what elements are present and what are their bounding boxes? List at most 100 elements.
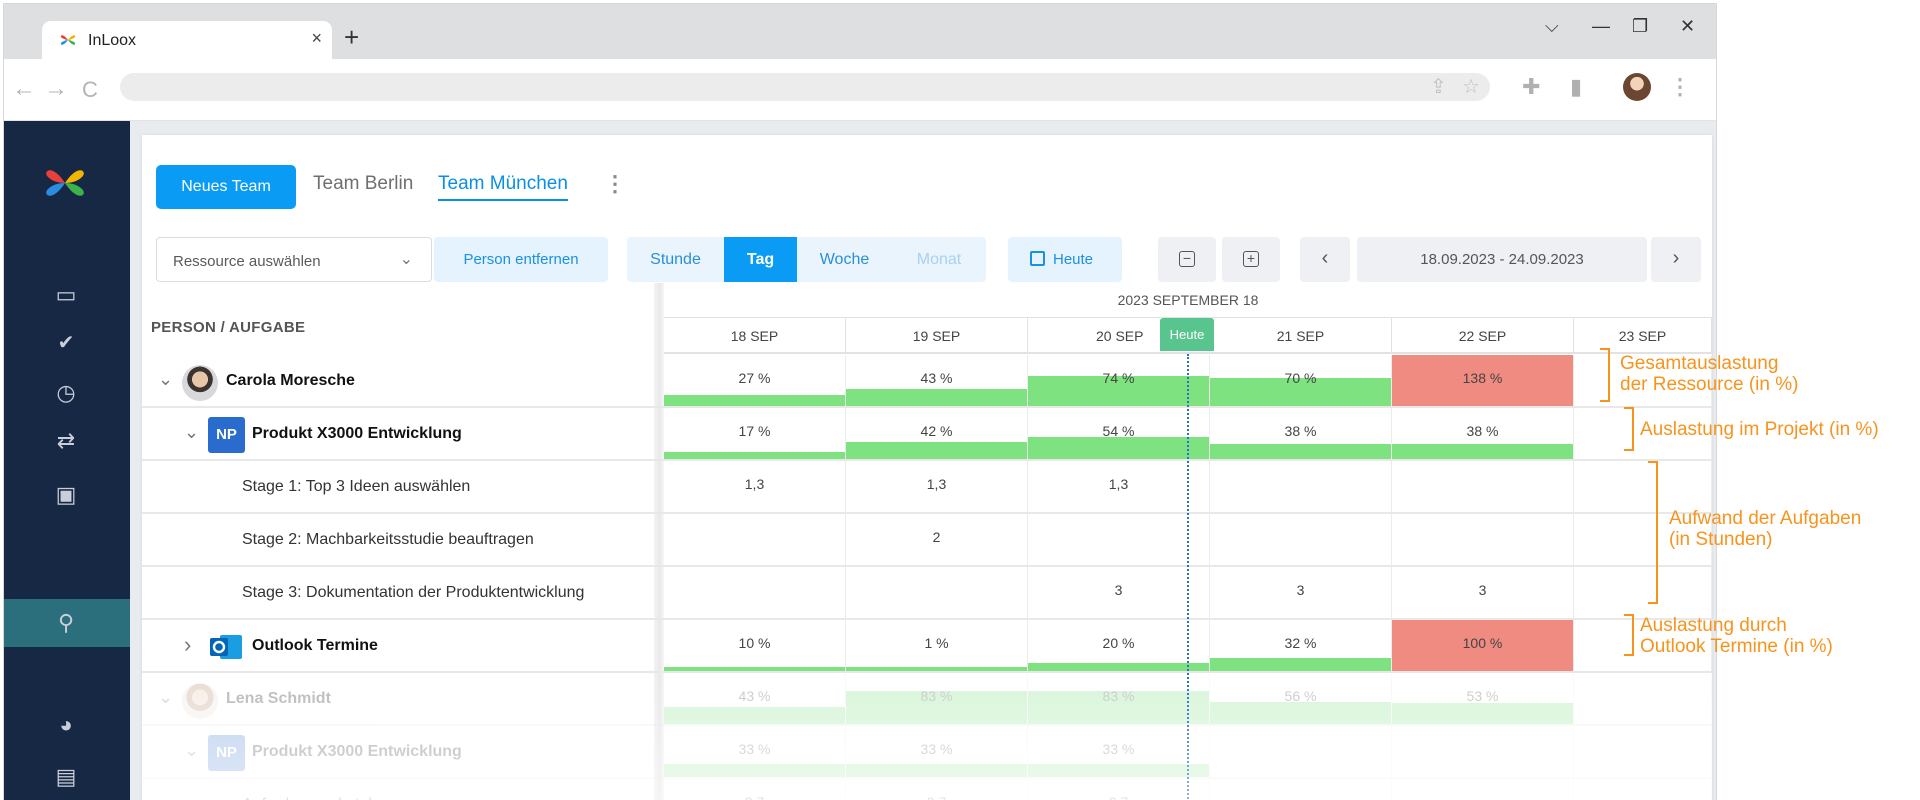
previous-week-button[interactable]: ‹ xyxy=(1300,237,1350,282)
timeline-cell[interactable] xyxy=(1210,461,1392,512)
chevron-down-icon[interactable]: ⌄ xyxy=(158,369,174,389)
restore-icon[interactable]: ❐ xyxy=(1632,16,1649,36)
profile-avatar[interactable] xyxy=(1623,73,1651,101)
row-project-produkt-x3000-lena[interactable]: ⌄ NP Produkt X3000 Entwicklung 33 % 33 % 33 % xyxy=(142,726,1712,779)
expand-all-button[interactable]: + xyxy=(1222,237,1280,282)
forward-icon[interactable]: → xyxy=(44,75,68,102)
timeline-cell[interactable] xyxy=(664,567,846,618)
timeline-cell[interactable]: 33 % xyxy=(664,726,846,777)
row-person-lena-schmidt[interactable]: ⌄ Lena Schmidt 43 % 83 % 83 % 56 % 53 % xyxy=(142,673,1712,726)
sidebar-item-resources[interactable]: ⚲ xyxy=(4,599,130,647)
timeline-cell[interactable] xyxy=(1574,567,1712,618)
timeline-cell[interactable]: 3 xyxy=(1392,567,1574,618)
timeline-cell[interactable]: 138 % xyxy=(1392,355,1574,406)
browser-tab[interactable]: InLoox × xyxy=(42,21,332,59)
timeline-cell[interactable]: 83 % xyxy=(846,673,1028,724)
pie-chart-icon[interactable]: ◕ xyxy=(59,712,73,737)
clock-icon[interactable]: ◷ xyxy=(56,380,76,405)
remove-person-button[interactable]: Person entfernen xyxy=(434,237,608,282)
address-bar[interactable]: ⇪ ☆ xyxy=(120,73,1490,101)
timeline-cell[interactable] xyxy=(1028,514,1210,565)
timeline-cell[interactable]: 38 % xyxy=(1392,408,1574,459)
timeline-cell[interactable] xyxy=(1574,514,1712,565)
timeline-cell[interactable] xyxy=(1574,408,1712,459)
timeline-cell[interactable]: 20 % xyxy=(1028,620,1210,671)
timeline-cell[interactable] xyxy=(1574,673,1712,724)
timeline-cell[interactable] xyxy=(1210,779,1392,800)
row-task-anforderungskatalog[interactable]: Anforderungskatalog2,72,72,7 xyxy=(142,779,1712,800)
timeline-cell[interactable]: 2,7 xyxy=(846,779,1028,800)
contact-card-icon[interactable]: ▣ xyxy=(55,482,77,507)
timeline-cell[interactable]: 1,3 xyxy=(846,461,1028,512)
timeline-cell[interactable]: 1,3 xyxy=(1028,461,1210,512)
scale-month-button[interactable]: Monat xyxy=(916,251,962,268)
timeline-cell[interactable] xyxy=(1574,355,1712,406)
collapse-all-button[interactable]: − xyxy=(1158,237,1216,282)
today-button[interactable]: Heute xyxy=(1008,237,1122,282)
timeline-cell[interactable]: 33 % xyxy=(1028,726,1210,777)
tab-search-icon[interactable]: ⌵ xyxy=(1545,16,1559,36)
timeline-cell[interactable]: 1 % xyxy=(846,620,1028,671)
close-window-icon[interactable]: ✕ xyxy=(1680,16,1696,36)
timeline-cell[interactable] xyxy=(664,514,846,565)
report-icon[interactable]: ▤ xyxy=(55,764,77,789)
timeline-cell[interactable]: 74 % xyxy=(1028,355,1210,406)
row-outlook-termine[interactable]: › Outlook Termine 10 % 1 % 20 % 32 % 100 % xyxy=(142,620,1712,673)
timeline-cell[interactable]: 54 % xyxy=(1028,408,1210,459)
timeline-cell[interactable] xyxy=(1392,461,1574,512)
timeline-cell[interactable]: 70 % xyxy=(1210,355,1392,406)
timeline-cell[interactable]: 3 xyxy=(1210,567,1392,618)
timeline-cell[interactable]: 43 % xyxy=(846,355,1028,406)
timeline-cell[interactable]: 2,7 xyxy=(1028,779,1210,800)
timeline-cell[interactable] xyxy=(1574,779,1712,800)
chrome-menu-icon[interactable]: ⋮ xyxy=(1669,74,1691,99)
timeline-cell[interactable]: 42 % xyxy=(846,408,1028,459)
timeline-cell[interactable]: 17 % xyxy=(664,408,846,459)
share-icon[interactable]: ⇪ xyxy=(1430,76,1447,98)
back-icon[interactable]: ← xyxy=(12,75,36,102)
minimize-icon[interactable]: — xyxy=(1592,16,1610,36)
tab-close-icon[interactable]: × xyxy=(311,28,322,48)
timeline-cell[interactable] xyxy=(1574,726,1712,777)
check-icon[interactable]: ✔ xyxy=(57,332,75,354)
new-tab-button[interactable]: + xyxy=(344,22,360,52)
timeline-cell[interactable]: 10 % xyxy=(664,620,846,671)
tab-team-muenchen[interactable]: Team München xyxy=(438,173,568,201)
extensions-icon[interactable]: ✚ xyxy=(1522,74,1541,99)
timeline-cell[interactable]: 38 % xyxy=(1210,408,1392,459)
timeline-cell[interactable]: 83 % xyxy=(1028,673,1210,724)
scale-hour-button[interactable]: Stunde xyxy=(650,251,701,268)
chevron-down-icon[interactable]: ⌄ xyxy=(158,687,174,707)
timeline-cell[interactable] xyxy=(846,567,1028,618)
row-task-stage-3[interactable]: Stage 3: Dokumentation der Produktentwic… xyxy=(142,567,1712,620)
timeline-cell[interactable] xyxy=(1210,514,1392,565)
timeline-cell[interactable]: 56 % xyxy=(1210,673,1392,724)
side-panel-icon[interactable]: ▮ xyxy=(1570,74,1583,99)
column-splitter[interactable] xyxy=(654,283,664,800)
row-task-stage-1[interactable]: Stage 1: Top 3 Ideen auswählen 1,3 1,3 1,3 xyxy=(142,461,1712,514)
timeline-cell[interactable]: 33 % xyxy=(846,726,1028,777)
timeline-cell[interactable]: 2 xyxy=(846,514,1028,565)
timeline-cell[interactable]: 53 % xyxy=(1392,673,1574,724)
timeline-cell[interactable]: 2,7 xyxy=(664,779,846,800)
timeline-cell[interactable]: 43 % xyxy=(664,673,846,724)
inloox-logo-icon[interactable] xyxy=(40,157,90,209)
tab-team-berlin[interactable]: Team Berlin xyxy=(313,173,414,194)
next-week-button[interactable]: › xyxy=(1651,237,1701,282)
timeline-cell[interactable] xyxy=(1210,726,1392,777)
row-person-carola-moresche[interactable]: ⌄ Carola Moresche 27 % 43 % 74 % 70 % 138 % xyxy=(142,355,1712,408)
row-project-produkt-x3000[interactable]: ⌄ NP Produkt X3000 Entwicklung 17 % 42 % 54 %… xyxy=(142,408,1712,461)
timeline-cell[interactable]: 27 % xyxy=(664,355,846,406)
team-menu-icon[interactable]: ⋮ xyxy=(604,171,626,196)
transfer-icon[interactable]: ⇄ xyxy=(56,428,76,453)
row-task-stage-2[interactable]: Stage 2: Machbarkeitsstudie beauftragen 2 xyxy=(142,514,1712,567)
timeline-cell[interactable]: 32 % xyxy=(1210,620,1392,671)
new-team-button[interactable]: Neues Team xyxy=(156,165,296,209)
scale-day-button[interactable]: Tag xyxy=(724,237,797,282)
timeline-cell[interactable] xyxy=(1574,461,1712,512)
bookmark-star-icon[interactable]: ☆ xyxy=(1462,76,1480,98)
timeline-cell[interactable]: 100 % xyxy=(1392,620,1574,671)
timeline-cell[interactable] xyxy=(1574,620,1712,671)
timeline-cell[interactable] xyxy=(1392,726,1574,777)
timeline-cell[interactable]: 3 xyxy=(1028,567,1210,618)
